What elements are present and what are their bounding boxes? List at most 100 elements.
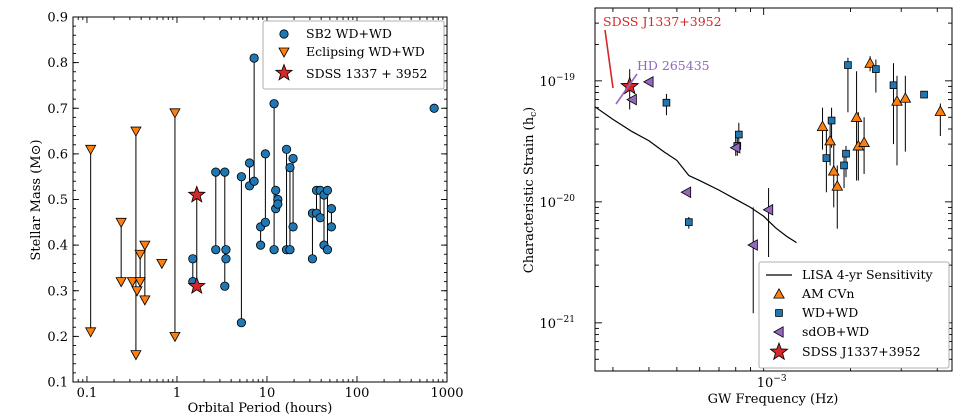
data-point-am-cvn-1 [891,95,903,106]
data-point-am-cvn-8 [850,111,863,122]
data-point-eclipsing-wd-wd-3-0 [130,126,142,137]
data-point-sb2-wd-wd-19-1 [322,245,333,255]
data-point-wd-wd-7 [842,149,850,158]
data-point-eclipsing-wd-wd-8-1 [169,331,181,343]
data-point-eclipsing-wd-wd-0-1 [84,327,97,338]
x-tick-label-4: 1000 [430,386,463,401]
data-point-wd-wd-4 [822,154,831,162]
lisa-sensitivity-curve [595,106,797,244]
legend-marker-sdob [772,326,784,338]
data-point-wd-wd-11 [920,90,928,99]
y-tick-label-6: 0.7 [47,102,68,117]
data-point-eclipsing-wd-wd-3-1 [130,350,142,361]
legend-label-sdob: sdOB+WD [802,324,869,339]
data-point-am-cvn-7 [831,180,844,191]
y-tick-label-4: 0.5 [47,193,68,208]
x-tick-label-2: 10 [259,386,276,401]
y-tick-label-1: 0.2 [47,330,68,345]
data-point-sb2-wd-wd-13-0 [285,162,295,173]
data-point-am-cvn-0 [864,57,876,68]
data-point-wd-wd-5 [827,116,836,125]
data-point-wd-wd-10 [889,81,898,90]
data-point-sdob-wd-3 [729,141,741,154]
annotation-arrow-hd265435 [615,73,638,105]
strain-frequency-panel: 10−3 10−21 10−20 10−19 GW Frequency (Hz) Ch… [522,7,953,407]
data-point-sb2-wd-wd-6-1 [249,176,259,186]
data-point-sb2-wd-wd-1-0 [211,167,221,177]
data-point-sdob-wd-1 [642,76,654,88]
data-point-sb2-wd-wd-15-1 [307,254,318,264]
legend-label-lisa: LISA 4-yr Sensitivity [802,267,934,282]
strain-frequency-annotations: SDSS J1337+3952 HD 265435 [603,14,722,105]
mass-period-legend-box [262,20,445,90]
legend-label-eclipsing: Eclipsing WD+WD [306,44,425,59]
annotation-hd265435: HD 265435 [637,58,710,73]
data-point-wd-wd-1 [685,218,693,226]
mass-period-legend: SB2 WD+WD Eclipsing WD+WD SDSS 1337 + 39… [262,20,445,90]
x-tick-label-1: 1 [173,386,181,401]
data-point-sdob-wd-0 [626,93,637,106]
data-point-eclipsing-wd-wd-4-0 [131,286,143,297]
legend-label-sdss1337: SDSS 1337 + 3952 [306,66,428,81]
data-point-sb2-wd-wd-8-1 [260,217,270,227]
x-tick-label-0: 0.1 [77,386,98,401]
mass-period-y-axis-label: Stellar Mass (M⊙) [29,139,44,260]
data-point-sb2-wd-wd-19-0 [322,185,333,195]
y-tick-label-3: 0.4 [47,239,68,254]
data-point-sb2-wd-wd-3-1 [221,254,231,264]
legend-symbol-sdss1337 [274,63,294,81]
data-point-sb2-wd-wd-21-0 [429,103,439,113]
data-point-eclipsing-wd-wd-5-0 [134,249,146,261]
data-point-sb2-wd-wd-13-1 [285,245,295,255]
data-point-sb2-wd-wd-14-1 [288,222,298,232]
mass-period-ticks: 0.1 1 10 100 1000 0.1 0.2 0.3 0.4 0.5 0.6 0.7 0.8 0.9 [47,11,463,402]
data-point-sb2-wd-wd-9-0 [269,99,279,109]
legend-label-sb2: SB2 WD+WD [306,26,392,41]
mass-period-x-axis-label: Orbital Period (hours) [188,401,333,416]
data-point-wd-wd-9 [872,65,880,73]
data-point-sb2-wd-wd-3-0 [221,245,231,255]
legend-marker-sdss1337 [274,63,294,81]
data-point-am-cvn-4 [816,120,829,132]
data-point-sdob-wd-5 [762,203,774,216]
data-point-sb2-wd-wd-5-0 [244,158,255,168]
legend-symbol-sb2 [279,29,289,39]
y-tick-label-1: 10−20 [539,194,575,211]
data-point-sb2-wd-wd-1-1 [211,245,221,255]
data-point-eclipsing-wd-wd-2-0 [126,277,139,288]
legend-marker-eclipsing [278,47,290,58]
data-point-am-cvn-6 [827,164,840,176]
strain-frequency-ticks: 10−3 10−21 10−20 10−19 [539,7,952,391]
data-point-eclipsing-wd-wd-6-1 [139,295,151,306]
data-point-sdob-wd-4 [747,239,758,251]
data-point-eclipsing-wd-wd-1-0 [115,217,127,229]
annotation-sdss-j1337: SDSS J1337+3952 [603,14,722,29]
strain-frequency-y-axis-label: Characteristic Strain (hc) [522,107,539,273]
legend-marker-wdwd [775,309,783,317]
y-tick-label-7: 0.8 [47,56,68,71]
data-point-am-cvn-2 [899,92,912,103]
data-point-sdss-1337-3952-0-1 [187,276,206,294]
legend-label-sdss-j1337: SDSS J1337+3952 [802,344,921,359]
data-point-sb2-wd-wd-2-0 [220,167,230,177]
data-point-sb2-wd-wd-4-0 [236,172,247,182]
data-point-wd-wd-6 [840,161,848,170]
data-point-am-cvn-5 [824,134,836,146]
strain-frequency-legend: LISA 4-yr Sensitivity AM CVn WD+WD sdOB+… [758,261,950,369]
data-point-sb2-wd-wd-0-0 [188,254,198,264]
data-point-sb2-wd-wd-9-1 [269,245,279,255]
y-tick-label-0: 0.1 [47,376,68,391]
data-point-eclipsing-wd-wd-0-0 [84,144,97,156]
data-point-sb2-wd-wd-2-1 [220,281,230,291]
strain-frequency-plot-frame [594,7,953,372]
data-point-wd-wd-0 [662,98,671,107]
legend-marker-sb2 [279,29,289,39]
data-point-eclipsing-wd-wd-1-1 [115,277,127,288]
data-point-eclipsing-wd-wd-8-0 [169,108,181,119]
data-point-sb2-wd-wd-7-1 [256,240,266,250]
data-point-sb2-wd-wd-8-0 [260,149,270,159]
data-point-sb2-wd-wd-14-0 [288,153,298,164]
annotation-arrow-sdss-j1337 [604,29,614,89]
y-tick-label-8: 0.9 [47,11,68,26]
